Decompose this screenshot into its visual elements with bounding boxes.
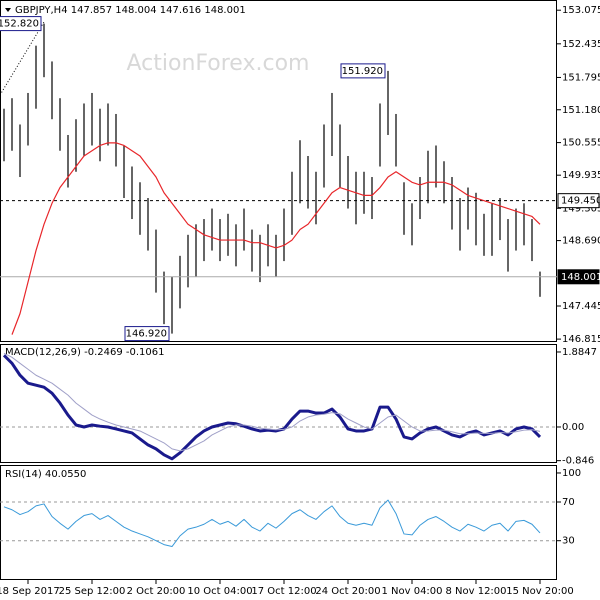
indicator-line xyxy=(11,142,541,335)
collapse-icon xyxy=(5,8,11,12)
y-tick-label: 149.935 xyxy=(562,170,600,181)
x-tick-label: 24 Oct 20:00 xyxy=(315,586,380,597)
y-tick-label: 149.305 xyxy=(562,203,600,214)
rsi-title: RSI(14) 40.0550 xyxy=(5,469,86,480)
macd-title: MACD(12,26,9) -0.2469 -0.1061 xyxy=(5,347,165,358)
y-tick-label: 148.690 xyxy=(562,236,600,247)
y-tick-label: 147.445 xyxy=(562,301,600,312)
x-tick-label: 17 Oct 12:00 xyxy=(251,586,316,597)
y-tick-label: 0.00 xyxy=(562,422,584,433)
x-tick-label: 15 Nov 20:00 xyxy=(506,586,573,597)
watermark: ActionForex.com xyxy=(127,51,310,76)
y-tick-label: 30 xyxy=(562,536,575,547)
y-tick-label: 152.435 xyxy=(562,39,600,50)
indicator-line xyxy=(3,499,541,548)
annotation-label: 146.920 xyxy=(126,329,167,340)
indicator-line xyxy=(2,354,542,461)
macd-panel-frame xyxy=(0,344,557,463)
chart-title: GBPJPY,H4 147.857 148.004 147.616 148.00… xyxy=(15,5,246,16)
price-panel-frame xyxy=(0,0,557,342)
trend-line xyxy=(0,21,45,96)
price-label-box xyxy=(557,269,600,285)
annotation-box xyxy=(124,326,170,342)
price-label: 149.450 xyxy=(561,196,600,207)
y-tick-label: 150.555 xyxy=(562,138,600,149)
x-tick-label: 8 Nov 12:00 xyxy=(445,586,506,597)
price-label-box xyxy=(557,193,600,209)
annotation-box xyxy=(340,63,386,79)
annotation-label: 152.820 xyxy=(0,19,39,30)
x-tick-label: 18 Sep 2017 xyxy=(0,586,60,597)
y-tick-label: -0.846 xyxy=(562,456,594,467)
x-tick-label: 2 Oct 20:00 xyxy=(127,586,186,597)
x-tick-label: 10 Oct 04:00 xyxy=(187,586,252,597)
annotation-label: 151.920 xyxy=(342,66,383,77)
y-tick-label: 100 xyxy=(562,468,581,479)
y-tick-label: 1.8847 xyxy=(562,347,597,358)
y-tick-label: 153.075 xyxy=(562,5,600,16)
price-label: 148.001 xyxy=(561,272,600,283)
indicator-line xyxy=(3,352,541,452)
rsi-panel-frame xyxy=(0,465,557,580)
y-tick-label: 151.180 xyxy=(562,105,600,116)
y-tick-label: 151.795 xyxy=(562,72,600,83)
y-tick-label: 70 xyxy=(562,497,575,508)
annotation-box xyxy=(0,16,42,32)
x-tick-label: 25 Sep 12:00 xyxy=(59,586,126,597)
y-tick-label: 146.815 xyxy=(562,334,600,345)
x-tick-label: 1 Nov 04:00 xyxy=(381,586,442,597)
